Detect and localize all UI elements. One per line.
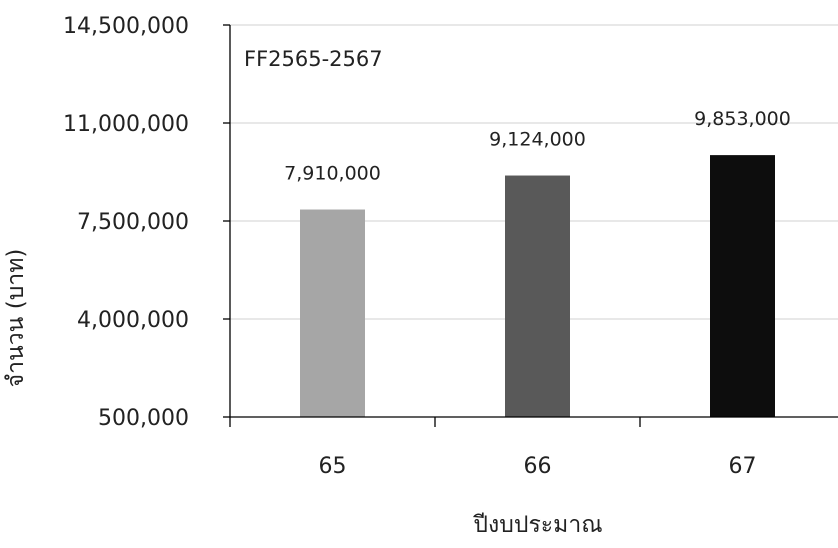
x-axis-title: ปีงบประมาณ <box>473 512 603 538</box>
chart-annotation: FF2565-2567 <box>244 47 383 71</box>
labels: 500,000 4,000,000 7,500,000 11,000,000 14,50… <box>63 14 791 479</box>
x-tick-label: 65 <box>319 454 347 479</box>
bar-66 <box>505 175 570 417</box>
data-label-65: 7,910,000 <box>284 163 381 185</box>
y-axis-title: จำนวน (บาท) <box>3 249 29 388</box>
bars <box>300 155 775 417</box>
y-tick-label: 500,000 <box>98 406 189 431</box>
bar-67 <box>710 155 775 417</box>
y-tick-label: 4,000,000 <box>77 308 189 333</box>
data-label-67: 9,853,000 <box>694 108 791 130</box>
axes <box>223 24 838 427</box>
y-tick-label: 14,500,000 <box>63 14 189 39</box>
y-tick-label: 7,500,000 <box>77 210 189 235</box>
bar-65 <box>300 209 365 417</box>
y-tick-label: 11,000,000 <box>63 112 189 137</box>
data-label-66: 9,124,000 <box>489 129 586 151</box>
x-tick-label: 66 <box>524 454 552 479</box>
x-tick-label: 67 <box>729 454 757 479</box>
